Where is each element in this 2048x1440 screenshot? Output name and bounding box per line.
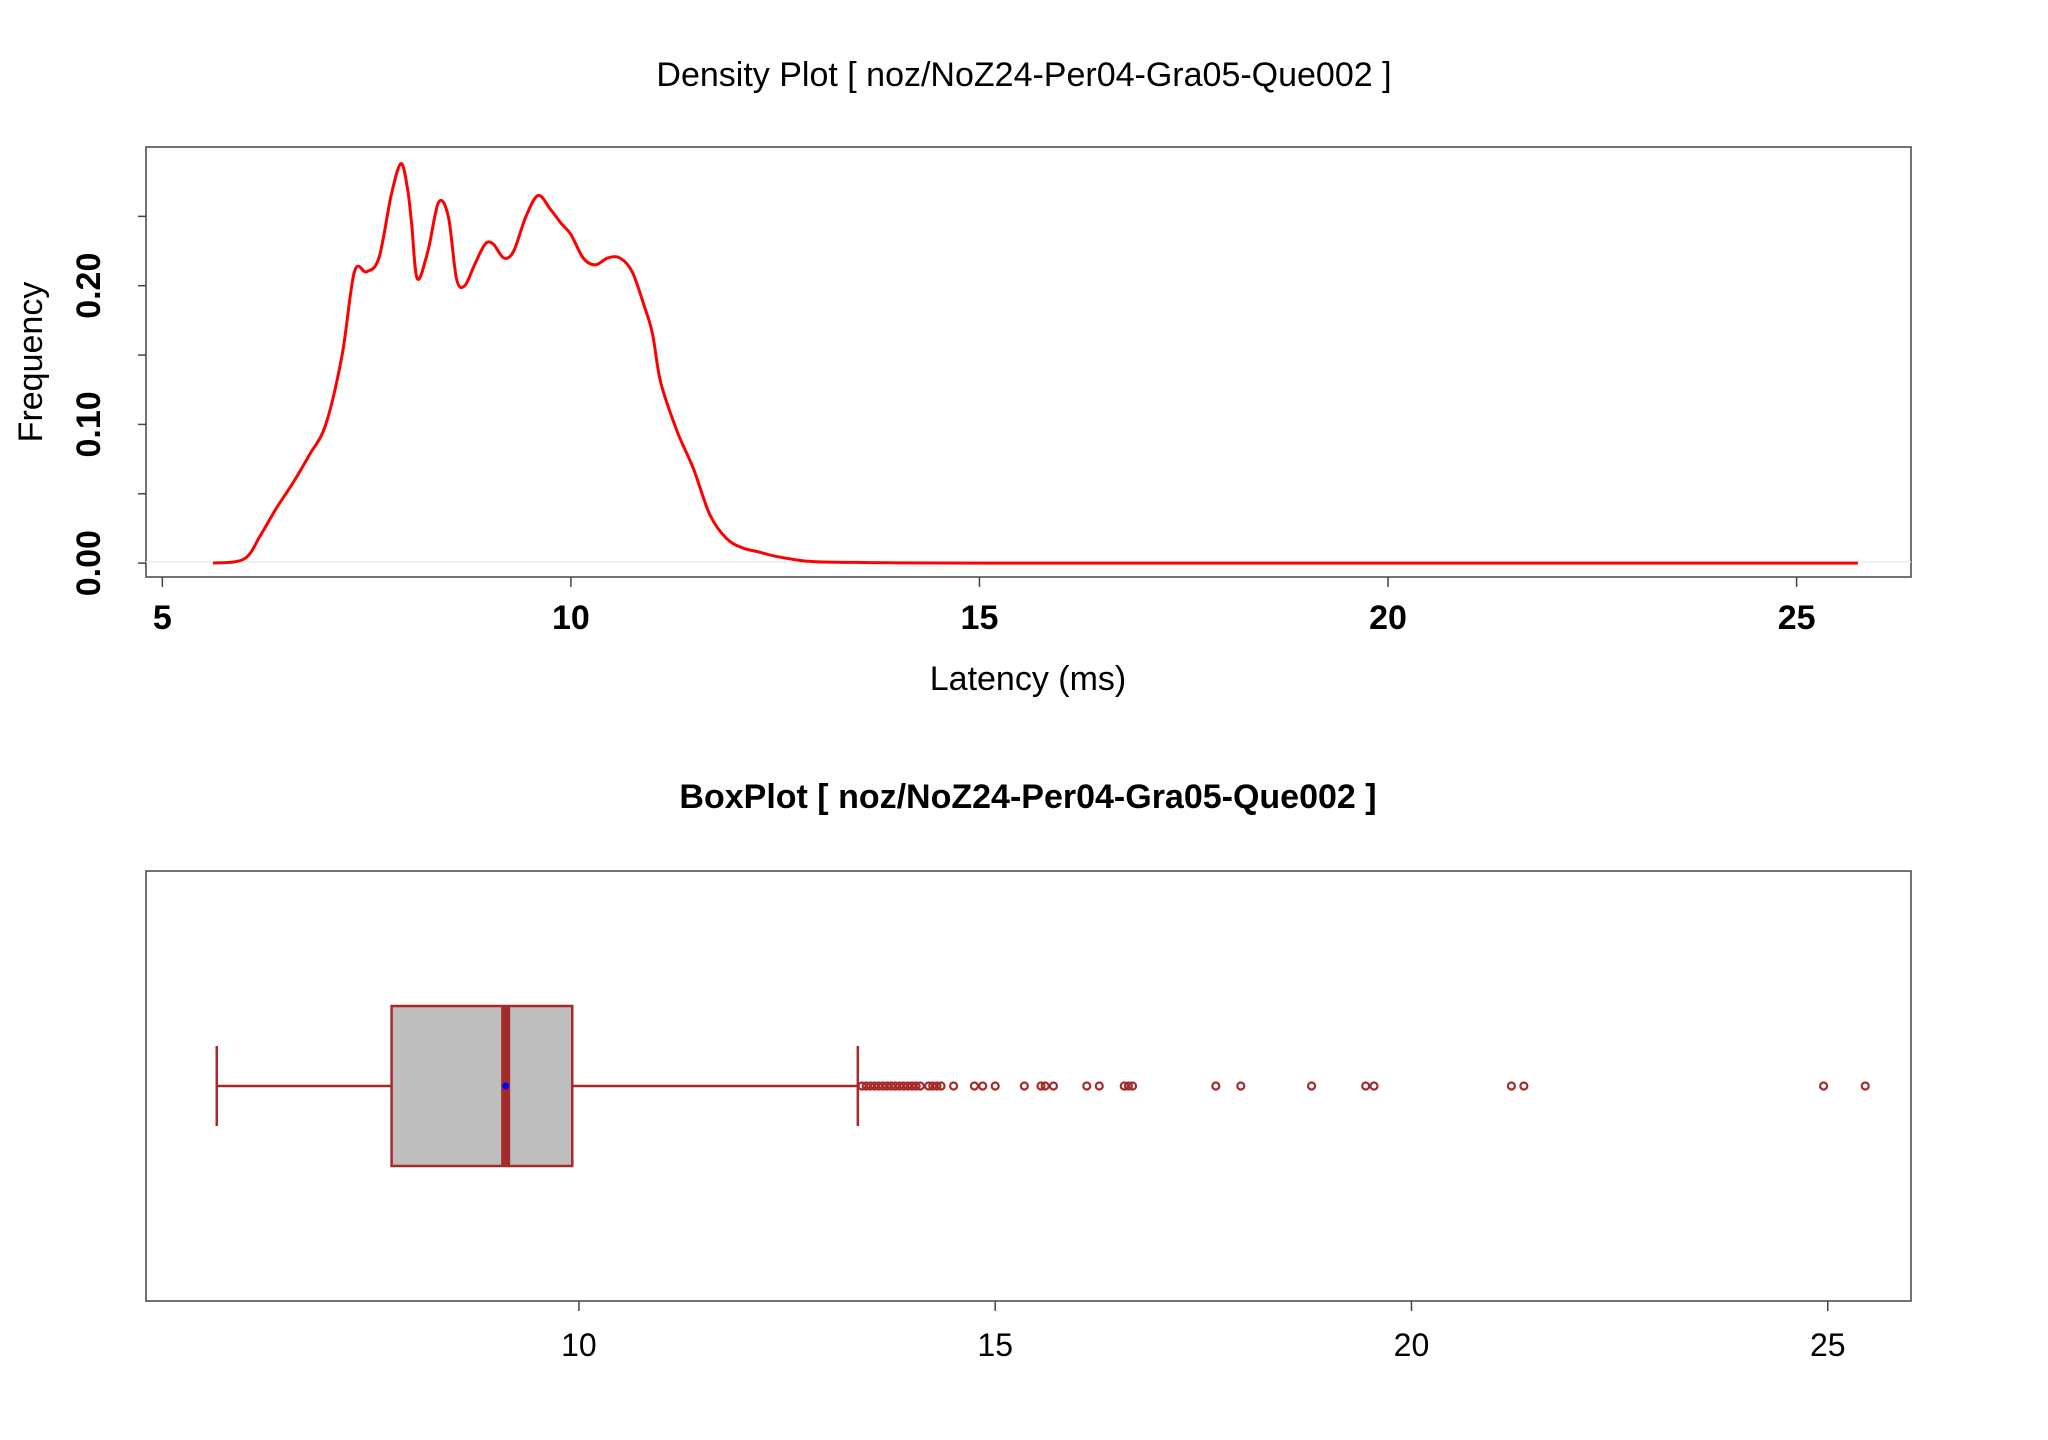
outlier-point	[923, 1081, 934, 1091]
boxplot-x-tick-label: 20	[1394, 1327, 1430, 1363]
mean-point	[502, 1082, 510, 1090]
density-x-tick-label: 25	[1778, 599, 1816, 637]
outlier-point	[1040, 1081, 1050, 1091]
boxplot-marks	[215, 1004, 1870, 1168]
outlier-point	[1127, 1081, 1138, 1091]
outlier-point	[1236, 1081, 1246, 1091]
outlier-point	[1211, 1081, 1221, 1091]
outlier-point	[990, 1081, 1000, 1091]
outlier-point	[1369, 1081, 1379, 1091]
iqr-box	[390, 1004, 574, 1168]
density-x-tick-label: 10	[552, 599, 590, 637]
outlier-point	[1094, 1081, 1104, 1091]
outlier-point	[1506, 1081, 1516, 1091]
density-plot: Density Plot [ noz/NoZ24-Per04-Gra05-Que…	[12, 56, 1912, 698]
density-y-axis: 0.00 0.10 0.20	[70, 215, 146, 596]
outlier-point	[1082, 1081, 1092, 1091]
density-y-label: Frequency	[12, 282, 50, 443]
outlier-point	[878, 1081, 888, 1091]
outlier-point	[1306, 1081, 1317, 1091]
density-plot-frame	[145, 146, 1912, 578]
boxplot-x-tick-label: 15	[977, 1327, 1013, 1363]
density-y-tick-label: 0.10	[70, 391, 108, 457]
density-x-tick-label: 5	[153, 599, 172, 637]
outlier-point	[890, 1081, 900, 1091]
outlier-point	[1818, 1081, 1829, 1091]
boxplot-x-axis: 10 15 20 25	[561, 1301, 1846, 1363]
outlier-point	[886, 1081, 896, 1091]
outlier-point	[948, 1081, 959, 1091]
outlier-point	[969, 1081, 979, 1091]
outlier-point	[1519, 1081, 1529, 1091]
outlier-point	[1036, 1081, 1046, 1091]
outlier-point	[903, 1081, 913, 1091]
outlier-point	[936, 1081, 946, 1091]
outlier-point	[1048, 1081, 1059, 1091]
boxplot-title: BoxPlot [ noz/NoZ24-Per04-Gra05-Que002 ]	[679, 778, 1376, 816]
outlier-point	[894, 1081, 905, 1091]
density-title: Density Plot [ noz/NoZ24-Per04-Gra05-Que…	[656, 56, 1391, 94]
outlier-point	[861, 1081, 871, 1091]
box-plot: BoxPlot [ noz/NoZ24-Per04-Gra05-Que002 ]…	[145, 778, 1912, 1363]
outlier-point	[978, 1081, 988, 1091]
outlier-point	[874, 1081, 884, 1091]
outlier-point	[932, 1081, 942, 1091]
outlier-point	[869, 1081, 880, 1091]
outlier-point	[1119, 1081, 1129, 1091]
outlier-point	[865, 1081, 875, 1091]
boxplot-x-tick-label: 25	[1810, 1327, 1846, 1363]
outlier-point	[1361, 1081, 1371, 1091]
density-x-tick-label: 15	[961, 599, 999, 637]
density-y-tick-label: 0.00	[70, 530, 108, 596]
boxplot-x-tick-label: 10	[561, 1327, 597, 1363]
outlier-point	[857, 1081, 867, 1091]
outlier-point	[928, 1081, 938, 1091]
outlier-point	[915, 1081, 925, 1091]
density-x-axis: 5 10 15 20 25	[153, 577, 1816, 637]
outlier-point	[1019, 1081, 1029, 1091]
outlier-point	[1860, 1081, 1870, 1091]
outlier-point	[911, 1081, 921, 1091]
density-curve	[212, 162, 1858, 565]
density-y-tick-label: 0.20	[70, 253, 108, 319]
density-x-label: Latency (ms)	[930, 660, 1127, 698]
outlier-point	[1123, 1081, 1134, 1091]
outlier-point	[882, 1081, 892, 1091]
boxplot-frame	[145, 870, 1912, 1302]
density-x-tick-label: 20	[1369, 599, 1407, 637]
outlier-point	[907, 1081, 917, 1091]
outlier-point	[899, 1081, 909, 1091]
